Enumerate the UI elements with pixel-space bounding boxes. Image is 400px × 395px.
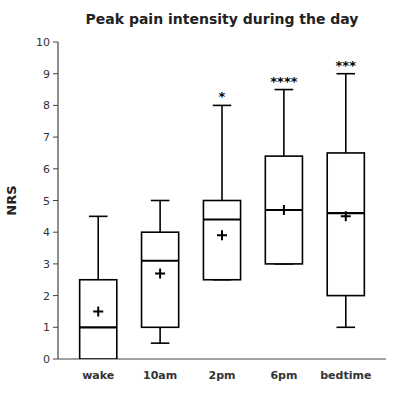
y-tick	[53, 295, 58, 296]
y-tick	[53, 263, 58, 264]
y-tick-label: 8	[43, 99, 50, 112]
annotations: ********	[219, 58, 357, 105]
box-group	[327, 74, 364, 328]
y-tick	[53, 105, 58, 106]
y-tick	[53, 327, 58, 328]
mean-marker	[279, 205, 289, 215]
upper-cap	[89, 216, 108, 218]
significance-label: ***	[336, 58, 357, 73]
upper-cap	[275, 89, 294, 91]
significance-label: ****	[270, 74, 297, 89]
box	[327, 153, 364, 296]
y-tick	[53, 168, 58, 169]
y-tick	[53, 200, 58, 201]
y-tick	[53, 232, 58, 233]
y-tick-label: 2	[43, 290, 50, 303]
box-group	[80, 216, 117, 359]
y-tick-label: 9	[43, 68, 50, 81]
y-tick-label: 5	[43, 195, 50, 208]
upper-cap	[336, 73, 355, 75]
x-axis: wake 10am 2pm 6pm bedtime	[82, 369, 371, 382]
box-group	[203, 105, 240, 279]
y-tick	[53, 73, 58, 74]
y-axis-line	[57, 42, 58, 359]
y-tick-label: 0	[43, 353, 50, 366]
lower-whisker	[159, 327, 161, 343]
y-tick	[53, 42, 58, 43]
x-tick-label: 10am	[143, 369, 177, 382]
x-tick-label: 6pm	[270, 369, 297, 382]
box	[203, 201, 240, 280]
upper-whisker	[159, 201, 161, 233]
upper-whisker	[345, 74, 347, 153]
significance-label: *	[219, 89, 226, 104]
x-tick-label: 2pm	[209, 369, 236, 382]
box	[80, 280, 117, 359]
median	[80, 326, 117, 328]
upper-whisker	[283, 90, 285, 157]
upper-cap	[213, 105, 232, 107]
mean-marker	[155, 268, 165, 278]
y-tick-label: 6	[43, 163, 50, 176]
y-tick-label: 4	[43, 226, 50, 239]
y-axis-label: NRS	[4, 185, 19, 215]
mean-marker	[217, 230, 227, 240]
y-tick	[53, 359, 58, 360]
box-group	[142, 201, 179, 344]
median	[203, 218, 240, 220]
chart: Peak pain intensity during the day NRS 0 1 2…	[0, 0, 400, 395]
median	[142, 260, 179, 262]
title: Peak pain intensity during the day	[86, 11, 359, 27]
lower-cap	[151, 342, 170, 344]
upper-whisker	[97, 216, 99, 279]
y-tick-label: 7	[43, 131, 50, 144]
box	[265, 156, 302, 264]
x-tick-label: bedtime	[320, 369, 371, 382]
mean-marker	[341, 211, 351, 221]
box	[142, 232, 179, 327]
upper-cap	[151, 200, 170, 202]
y-tick-label: 1	[43, 321, 50, 334]
plot-area	[80, 74, 365, 359]
upper-whisker	[221, 105, 223, 200]
lower-cap	[336, 326, 355, 328]
box-group	[265, 90, 302, 264]
lower-whisker	[345, 296, 347, 328]
y-tick-label: 10	[36, 36, 50, 49]
y-tick	[53, 137, 58, 138]
y-tick-label: 3	[43, 258, 50, 271]
mean-marker	[93, 306, 103, 316]
y-axis: 0 1 2 3 4 5 6 7 8 9 10	[36, 36, 386, 366]
x-tick-label: wake	[82, 369, 114, 382]
